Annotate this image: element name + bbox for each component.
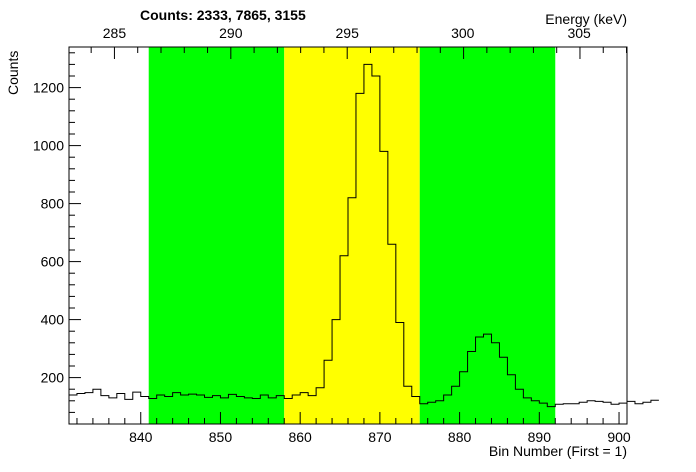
x2-tick-label: 300 xyxy=(451,25,475,41)
histogram-series xyxy=(69,63,659,408)
x2-tick-label: 290 xyxy=(219,25,243,41)
x-axis-title: Bin Number (First = 1) xyxy=(489,443,627,459)
region-band-1 xyxy=(148,47,285,424)
x2-tick-label: 305 xyxy=(567,25,591,41)
x-tick-label: 840 xyxy=(129,429,153,445)
y-tick-label: 200 xyxy=(41,370,65,386)
region-bands xyxy=(148,47,556,424)
tick-labels: 840 850 860 870 880 890 900 200 400 600 800 1000 120… xyxy=(33,25,631,445)
x-tick-label: 880 xyxy=(448,429,472,445)
y-tick-label: 400 xyxy=(41,312,65,328)
region-band-3 xyxy=(419,47,556,424)
x-tick-label: 850 xyxy=(209,429,233,445)
y-tick-label: 1200 xyxy=(33,80,64,96)
energy-axis-title: Energy (keV) xyxy=(545,11,627,27)
counts-title: Counts: 2333, 7865, 3155 xyxy=(140,7,306,23)
x2-tick-label: 285 xyxy=(103,25,127,41)
y-tick-label: 1000 xyxy=(33,138,64,154)
x-tick-label: 890 xyxy=(528,429,552,445)
x-tick-label: 900 xyxy=(607,429,631,445)
region-band-2 xyxy=(284,47,420,424)
x-tick-label: 870 xyxy=(368,429,392,445)
x2-tick-label: 295 xyxy=(336,25,360,41)
plot-frame xyxy=(68,46,628,425)
x-tick-label: 860 xyxy=(288,429,312,445)
y-tick-label: 800 xyxy=(41,196,65,212)
y-axis-title: Counts xyxy=(5,51,21,95)
axis-ticks xyxy=(69,47,628,424)
y-tick-label: 600 xyxy=(41,254,65,270)
